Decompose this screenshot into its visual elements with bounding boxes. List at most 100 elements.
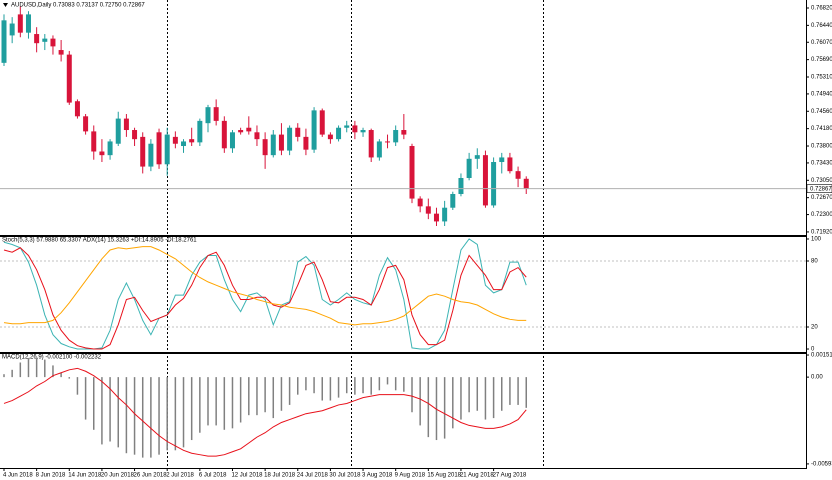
candle-body <box>213 107 219 121</box>
candle-body <box>401 130 407 135</box>
candle-body <box>74 101 80 117</box>
candle-body <box>458 178 464 195</box>
candle-body <box>376 141 382 158</box>
candle-body <box>164 134 170 165</box>
y-tick-label: 80 <box>811 259 818 265</box>
y-tick-label: 0.74180 <box>811 126 832 132</box>
candle-body <box>99 151 105 156</box>
candle-body <box>287 127 293 151</box>
candle-body <box>507 157 513 172</box>
indicator-title: MACD(12,26,9) -0.002100 -0.002232 <box>2 355 102 361</box>
candle-body <box>385 141 391 143</box>
y-tick-label: 100 <box>811 237 822 243</box>
x-tick-label: 30 Jul 2018 <box>329 473 361 479</box>
y-tick-label: 0.75690 <box>811 57 832 63</box>
y-tick-label: 0.75310 <box>811 75 832 81</box>
candle-body <box>25 14 31 33</box>
candle-body <box>123 118 129 131</box>
candle-body <box>156 132 162 165</box>
x-tick-label: 18 Jul 2018 <box>264 473 296 479</box>
candle-body <box>352 125 358 133</box>
y-tick-label: 0 <box>811 347 815 353</box>
candle-body <box>140 136 146 167</box>
candle-body <box>197 120 203 143</box>
candle-body <box>344 125 350 128</box>
line-series <box>3 367 527 457</box>
candle-body <box>450 194 456 208</box>
candle-body <box>319 110 325 135</box>
candle-body <box>17 14 23 33</box>
candle-body <box>34 34 40 44</box>
candle-body <box>417 198 423 207</box>
candle-body <box>278 134 284 151</box>
candle-body <box>83 116 89 132</box>
candle-body <box>42 38 48 42</box>
candle-body <box>409 146 415 199</box>
symbol-menu-icon[interactable] <box>3 3 8 7</box>
x-tick-label: 12 Jul 2018 <box>231 473 263 479</box>
chart-title: AUDUSD,Daily 0.73083 0.73137 0.72750 0.7… <box>11 3 145 9</box>
x-tick-label: 15 Aug 2018 <box>427 473 461 479</box>
y-tick-label: 0.74560 <box>811 109 832 115</box>
y-tick-label: 0.00151 <box>811 353 832 359</box>
x-tick-label: 26 Jun 2018 <box>134 473 168 479</box>
x-tick-label: 2 Jul 2018 <box>166 473 194 479</box>
candle-body <box>303 136 309 150</box>
y-tick-label: 0.76820 <box>811 6 832 12</box>
candle-body <box>115 118 121 144</box>
candle-body <box>491 162 497 206</box>
candle-body <box>360 130 366 133</box>
candle-body <box>132 130 138 140</box>
x-tick-label: 27 Aug 2018 <box>493 473 527 479</box>
x-tick-label: 24 Jul 2018 <box>297 473 329 479</box>
candle-body <box>148 143 154 167</box>
indicator-title: Stoch(5,3,3) 57.9880 65.3307 ADX(14) 15.… <box>2 238 197 244</box>
y-tick-label: 0.76070 <box>811 40 832 46</box>
candle-body <box>442 207 448 222</box>
candle-body <box>523 178 529 189</box>
candle-body <box>327 134 333 140</box>
y-tick-label: 0.73430 <box>811 161 832 167</box>
y-tick-label: 0.73800 <box>811 144 832 150</box>
candle-body <box>229 132 235 149</box>
candle-body <box>425 206 431 214</box>
candle-body <box>393 130 399 143</box>
candle-body <box>9 23 15 36</box>
candle-body <box>205 107 211 124</box>
current-price-box <box>806 184 832 193</box>
candle-body <box>515 171 521 179</box>
candle-body <box>311 110 317 150</box>
candle-body <box>270 134 276 156</box>
y-tick-label: 0.74940 <box>811 91 832 97</box>
x-tick-label: 4 Jun 2018 <box>3 473 33 479</box>
candle-body <box>466 158 472 179</box>
candle-body <box>246 127 252 132</box>
candle-body <box>238 130 244 133</box>
y-tick-label: 0.71920 <box>811 230 832 236</box>
candle-body <box>58 50 64 55</box>
candle-body <box>91 131 97 152</box>
x-tick-label: 14 Jun 2018 <box>68 473 102 479</box>
candle-body <box>499 157 505 163</box>
candle-body <box>336 127 342 140</box>
candle-body <box>189 139 195 143</box>
x-tick-label: 8 Jun 2018 <box>36 473 66 479</box>
candle-body <box>50 38 56 47</box>
candle-body <box>295 127 301 137</box>
y-tick-label: 0.76440 <box>811 23 832 29</box>
candle-body <box>181 141 187 147</box>
x-tick-label: 6 Jul 2018 <box>199 473 227 479</box>
candle-body <box>66 54 72 103</box>
candle-body <box>221 120 227 149</box>
x-tick-label: 3 Aug 2018 <box>362 473 393 479</box>
x-tick-label: 9 Aug 2018 <box>395 473 426 479</box>
x-tick-label: 21 Aug 2018 <box>460 473 494 479</box>
candle-body <box>433 213 439 222</box>
candle-body <box>262 139 268 156</box>
candle-body <box>368 130 374 158</box>
x-tick-label: 20 Jun 2018 <box>101 473 135 479</box>
y-tick-label: -0.00593 <box>811 461 832 467</box>
